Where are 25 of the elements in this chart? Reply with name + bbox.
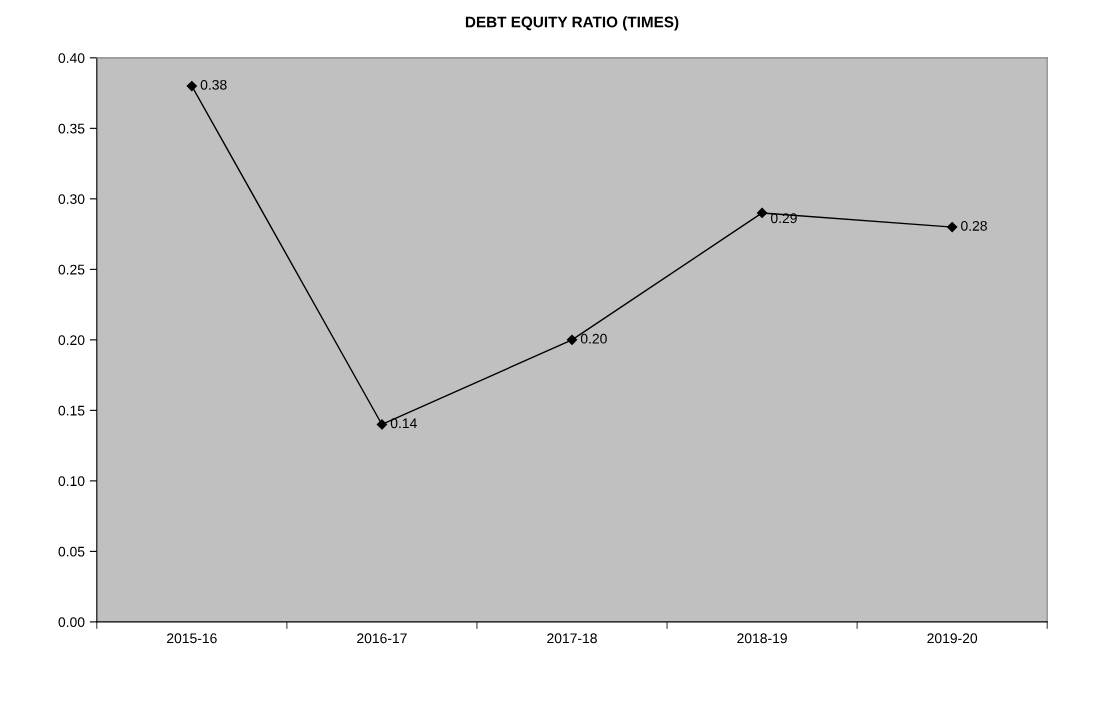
x-tick-label: 2015-16 xyxy=(167,633,217,644)
data-label: 0.20 xyxy=(580,333,607,344)
y-tick-label: 0.35 xyxy=(58,123,85,134)
y-tick-label: 0.40 xyxy=(58,53,85,63)
x-tick-label: 2019-20 xyxy=(927,633,978,644)
data-label: 0.29 xyxy=(770,213,797,224)
point xyxy=(566,334,578,345)
x-tick-label: 2018-19 xyxy=(737,633,787,644)
chart-title: DEBT EQUITY RATIO (TIMES) xyxy=(465,16,679,31)
x-tick-label: 2016-17 xyxy=(357,633,407,644)
y-tick-label: 0.00 xyxy=(58,617,85,628)
data-label: 0.14 xyxy=(390,418,417,429)
y-tick-label: 0.10 xyxy=(58,476,85,487)
y-tick-label: 0.25 xyxy=(58,264,85,275)
data-label: 0.38 xyxy=(200,79,227,90)
y-tick-label: 0.30 xyxy=(58,194,85,205)
y-tick-label: 0.20 xyxy=(58,335,85,346)
point xyxy=(186,80,197,92)
point xyxy=(756,207,768,219)
x-tick-label: 2017-18 xyxy=(547,633,597,644)
point xyxy=(947,221,958,233)
y-tick-label: 0.15 xyxy=(58,405,85,416)
data-label: 0.28 xyxy=(961,220,987,231)
point xyxy=(376,419,388,430)
y-tick-label: 0.05 xyxy=(58,546,85,557)
